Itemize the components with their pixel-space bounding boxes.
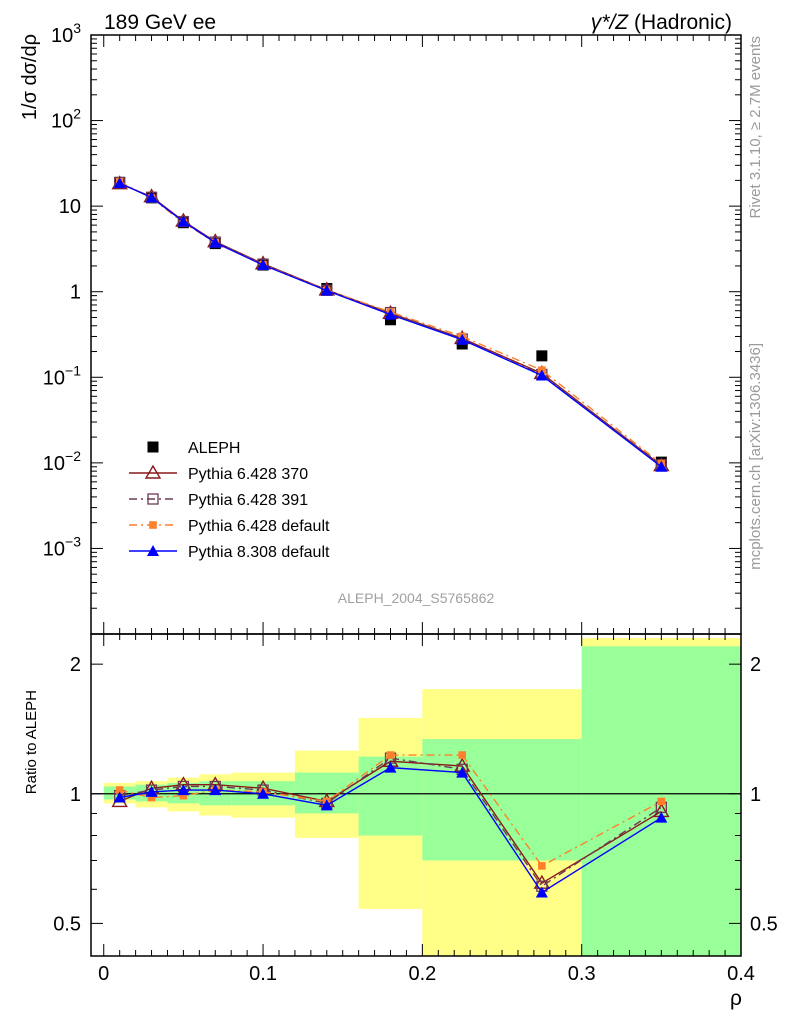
top-series-aleph	[114, 176, 667, 468]
side-label-rivet: Rivet 3.1.10, ≥ 2.7M events	[747, 36, 764, 219]
ratio-point	[535, 886, 548, 898]
top-point	[456, 333, 469, 345]
ratio-point	[113, 791, 126, 803]
ratio-point	[456, 766, 469, 778]
ratio-line	[119, 766, 662, 894]
ratio-point	[145, 785, 158, 797]
ratio-line	[119, 757, 662, 888]
legend-marker	[144, 464, 162, 479]
legend-marker	[147, 441, 159, 453]
y-tick-label: 1	[70, 282, 81, 304]
top-point	[655, 460, 668, 472]
x-tick-label: 0	[98, 963, 109, 985]
header-left: 189 GeV ee	[104, 11, 216, 34]
ratio-point	[115, 786, 124, 794]
ratio-point	[320, 799, 333, 811]
legend-entry: ALEPH	[147, 440, 240, 457]
side-label-mcplots: mcplots.cern.ch [arXiv:1306.3436]	[747, 343, 764, 570]
top-point	[209, 236, 222, 248]
ratio-point	[384, 761, 397, 773]
header-right: γ*/Z (Hadronic)	[591, 11, 732, 34]
legend-entry: Pythia 6.428 391	[129, 492, 308, 509]
ratio-line	[119, 760, 662, 885]
top-point	[257, 259, 270, 271]
header-right-suffix: (Hadronic)	[628, 11, 732, 34]
ratio-y-tick-label-right: 0.5	[750, 913, 778, 935]
y-tick-label: 103	[51, 20, 81, 47]
top-point	[113, 177, 126, 189]
ratio-point	[257, 787, 270, 799]
legend-label: ALEPH	[188, 440, 240, 457]
legend-label: Pythia 6.428 391	[188, 492, 308, 509]
ratio-point	[386, 751, 395, 759]
ratio-point	[458, 751, 467, 759]
top-point	[385, 314, 397, 326]
x-axis-label: ρ	[730, 987, 742, 1010]
bottom-y-label: Ratio to ALEPH	[23, 690, 40, 794]
ratio-point	[147, 793, 156, 802]
ratio-point	[655, 811, 668, 823]
top-point	[145, 191, 158, 203]
y-tick-label: 10−3	[43, 533, 81, 560]
y-tick-label: 10	[59, 196, 81, 218]
legend-label: Pythia 8.308 default	[188, 544, 330, 561]
ratio-point	[209, 784, 222, 796]
ratio-point	[657, 797, 666, 806]
top-y-label: 1/σ dσ/dρ	[19, 34, 41, 120]
legend-entry: Pythia 6.428 default	[129, 518, 330, 535]
top-series-pythia-8-308-default	[113, 177, 668, 472]
ratio-line	[119, 754, 662, 867]
ratio-y-tick-label-left: 0.5	[53, 913, 81, 935]
legend-entry: Pythia 6.428 370	[129, 464, 308, 483]
top-point	[535, 369, 548, 381]
ratio-y-tick-label-right: 2	[750, 654, 761, 676]
ratio-point	[179, 791, 188, 800]
x-tick-label: 0.4	[727, 963, 755, 985]
x-tick-label: 0.3	[568, 963, 596, 985]
y-tick-label: 102	[51, 106, 81, 133]
legend-marker	[147, 545, 159, 556]
top-point	[177, 215, 190, 227]
x-tick-label: 0.1	[249, 963, 277, 985]
ratio-y-tick-label-left: 1	[70, 784, 81, 806]
ratio-y-tick-label-right: 1	[750, 784, 761, 806]
x-tick-label: 0.2	[408, 963, 436, 985]
top-line	[119, 182, 662, 468]
band-inner	[502, 739, 582, 861]
y-tick-label: 10−1	[43, 362, 81, 389]
legend-label: Pythia 6.428 370	[188, 466, 308, 483]
legend-label: Pythia 6.428 default	[188, 518, 330, 535]
legend-marker	[149, 521, 157, 529]
ratio-point	[538, 862, 546, 870]
y-tick-label: 10−2	[43, 448, 81, 475]
ratio-y-tick-label-left: 2	[70, 654, 81, 676]
watermark: ALEPH_2004_S5765862	[338, 590, 495, 606]
legend-entry: Pythia 8.308 default	[129, 544, 330, 561]
header-right-prefix: γ*/Z	[591, 11, 630, 34]
ratio-point	[177, 784, 190, 796]
bottom-panel-frame	[90, 633, 742, 957]
top-point	[536, 350, 548, 362]
ratio-series-pythia-8-308-default	[113, 761, 668, 898]
legend-marker	[147, 493, 159, 505]
top-point	[320, 284, 333, 296]
top-point	[384, 308, 397, 320]
